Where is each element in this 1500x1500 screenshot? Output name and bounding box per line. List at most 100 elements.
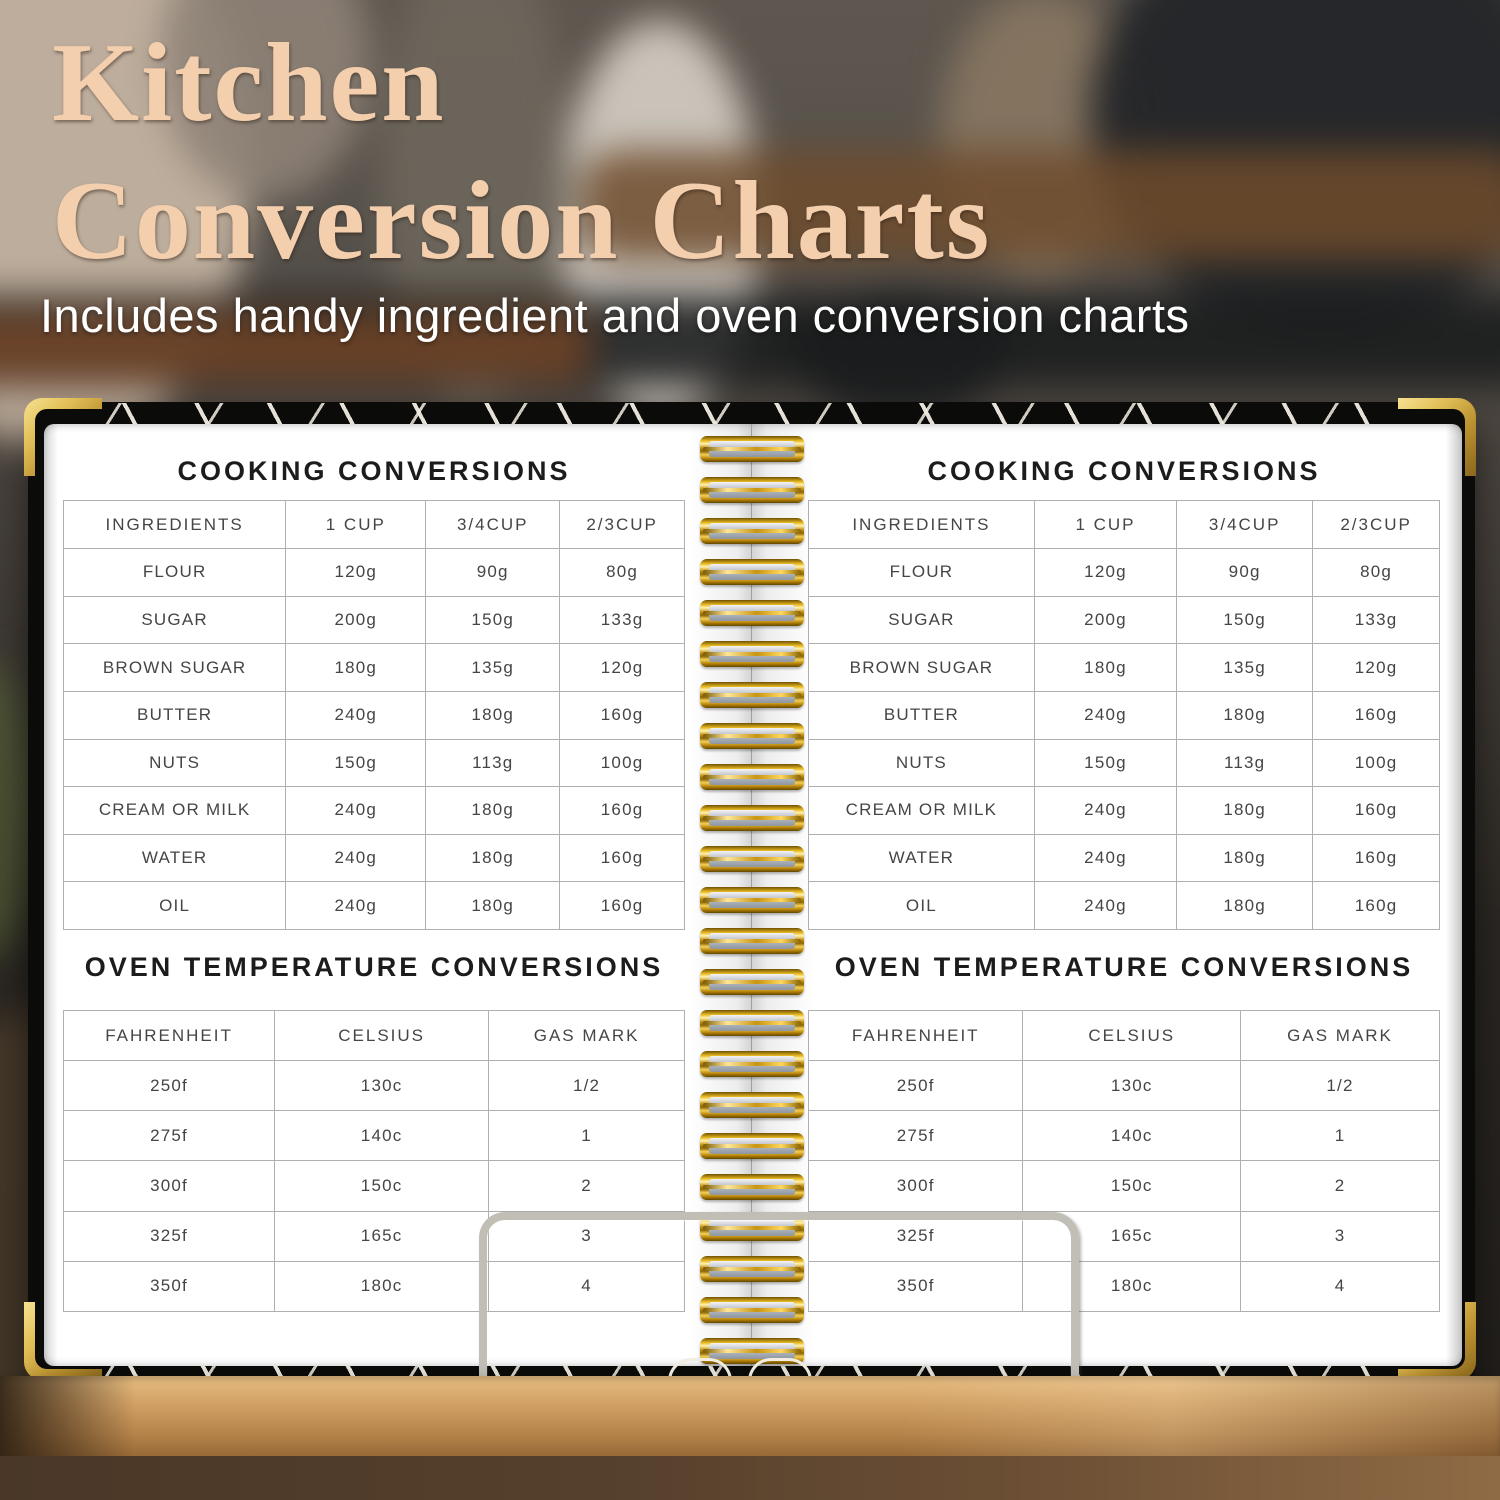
spiral-coil-icon [700, 477, 804, 503]
coil-wire [703, 488, 801, 492]
coil-wire [703, 1308, 801, 1312]
table-cell: BUTTER [808, 690, 1035, 740]
table-cell: 135g [1176, 643, 1314, 692]
table-cell: 150c [274, 1160, 490, 1212]
spiral-coil-icon [700, 887, 804, 913]
column-header: CELSIUS [274, 1010, 490, 1061]
cooking-conversions-table-left: INGREDIENTS 1 CUP 3/4CUP 2/3CUP FLOUR 120g 90g… [62, 500, 685, 930]
table-cell: 160g [559, 786, 685, 835]
cooking-conversions-heading-left: COOKING CONVERSIONS [177, 456, 571, 486]
table-cell: 240g [1033, 786, 1178, 835]
background-blob [0, 312, 590, 382]
table-cell: 300f [807, 1160, 1024, 1212]
table-cell: 120g [1312, 643, 1440, 692]
table-cell: OIL [808, 881, 1035, 930]
spiral-coil-icon [700, 1051, 804, 1077]
background-blob [580, 150, 1500, 260]
column-header: 2/3CUP [1312, 500, 1440, 549]
table-cell: 180g [1176, 786, 1314, 835]
table-cell: 240g [1033, 881, 1178, 930]
table-cell: WATER [808, 833, 1035, 883]
spiral-coil-icon [700, 518, 804, 544]
table-row: FLOUR 120g 90g 80g [62, 548, 685, 597]
spiral-coil-icon [700, 1174, 804, 1200]
oven-temperature-table-right: FAHRENHEIT CELSIUS GAS MARK 250f 130c 1/2 275f… [807, 1010, 1440, 1313]
table-cell: 180g [425, 786, 561, 835]
column-header: GAS MARK [1240, 1010, 1440, 1061]
table-row: NUTS 150g 113g 100g [808, 738, 1440, 788]
table-row: 350f 180c 4 [62, 1260, 685, 1313]
table-cell: 240g [285, 881, 427, 930]
table-cell: 180g [425, 881, 561, 930]
table-cell: 180g [1176, 881, 1314, 930]
table-cell: 250f [62, 1059, 276, 1112]
spiral-coil-icon [700, 1133, 804, 1159]
table-cell: 325f [62, 1210, 276, 1262]
title-line-2: Conversion Charts [52, 159, 992, 283]
table-cell: 90g [425, 548, 561, 597]
table-row: OIL 240g 180g 160g [808, 881, 1440, 930]
table-cell: 240g [285, 690, 427, 740]
spiral-coil-icon [700, 805, 804, 831]
table-cell: 160g [1312, 833, 1440, 883]
table-cell: 150g [425, 595, 561, 645]
table-cell: 180g [425, 690, 561, 740]
table-cell: FLOUR [62, 548, 287, 597]
table-cell: 140c [274, 1110, 490, 1162]
page-subtitle: Includes handy ingredient and oven conve… [40, 289, 1190, 342]
page-title: Kitchen Conversion Charts [52, 14, 991, 290]
table-row: WATER 240g 180g 160g [62, 833, 685, 883]
table-cell: 100g [559, 738, 685, 788]
table-cell: BUTTER [62, 690, 287, 740]
coil-wire [703, 1267, 801, 1271]
spiral-coil-icon [700, 436, 804, 462]
table-row: BROWN SUGAR 180g 135g 120g [808, 643, 1440, 692]
table-cell: NUTS [808, 738, 1035, 788]
spiral-coil-icon [700, 641, 804, 667]
spiral-coil-icon [700, 723, 804, 749]
cover-pattern-top [28, 403, 1475, 427]
column-header: GAS MARK [488, 1010, 685, 1061]
table-cell: 1/2 [488, 1059, 685, 1112]
table-cell: 200g [285, 595, 427, 645]
coil-wire [703, 1103, 801, 1107]
table-cell: 180g [1176, 690, 1314, 740]
coil-wire [703, 652, 801, 656]
table-row: SUGAR 200g 150g 133g [62, 595, 685, 645]
table-cell: 130c [274, 1059, 490, 1112]
coil-wire [703, 447, 801, 451]
oven-temperature-heading-left: OVEN TEMPERATURE CONVERSIONS [84, 952, 664, 982]
coil-wire [703, 1226, 801, 1230]
table-row: 325f 165c 3 [62, 1210, 685, 1262]
table-cell: 4 [488, 1260, 685, 1313]
table-cell: 165c [274, 1210, 490, 1262]
column-header: FAHRENHEIT [62, 1010, 276, 1061]
column-header: 1 CUP [285, 500, 427, 549]
header-row: FAHRENHEIT CELSIUS GAS MARK [62, 1010, 685, 1061]
table-cell: 275f [807, 1110, 1024, 1162]
table-cell: 200g [1033, 595, 1178, 645]
coil-wire [703, 1021, 801, 1025]
coil-wire [703, 980, 801, 984]
coil-wire [703, 611, 801, 615]
coil-wire [703, 734, 801, 738]
coil-wire [703, 1144, 801, 1148]
table-row: 275f 140c 1 [62, 1110, 685, 1162]
table-cell: 100g [1312, 738, 1440, 788]
table-row: BUTTER 240g 180g 160g [808, 690, 1440, 740]
table-cell: 250f [807, 1059, 1024, 1112]
cooking-conversions-heading-right: COOKING CONVERSIONS [927, 456, 1321, 486]
table-row: SUGAR 200g 150g 133g [808, 595, 1440, 645]
table-cell: 350f [807, 1260, 1024, 1313]
coil-wire [703, 529, 801, 533]
column-header: INGREDIENTS [808, 500, 1035, 549]
spiral-coil-icon [700, 682, 804, 708]
table-row: 350f 180c 4 [807, 1260, 1440, 1313]
coil-wire [703, 775, 801, 779]
table-cell: WATER [62, 833, 287, 883]
coil-wire [703, 1185, 801, 1189]
coil-wire [703, 570, 801, 574]
table-cell: 80g [1312, 548, 1440, 597]
coil-wire [703, 857, 801, 861]
